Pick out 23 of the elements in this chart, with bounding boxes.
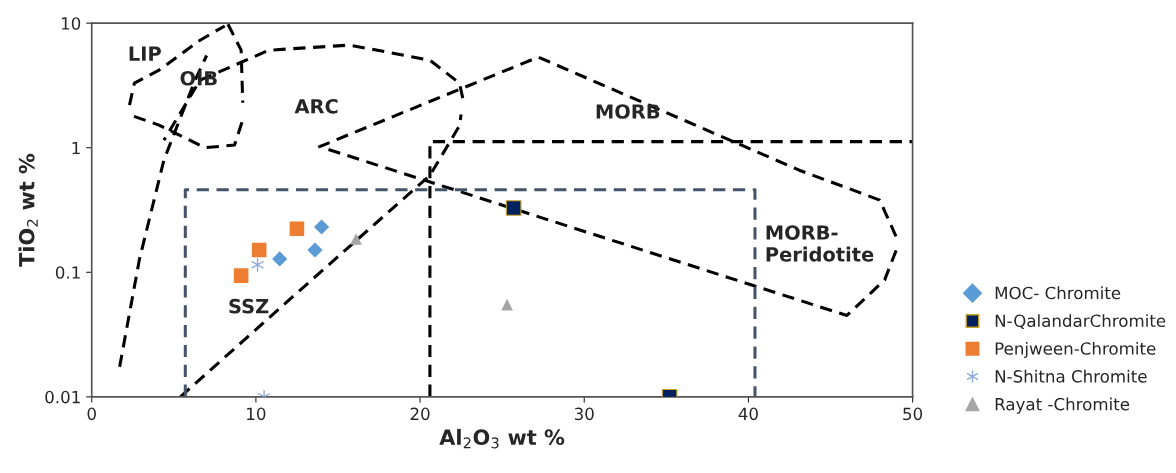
annotation: SSZ — [229, 298, 269, 314]
y-tick-label: 1 — [72, 141, 80, 155]
y-tick-label: 0.1 — [55, 266, 80, 279]
x-tick-label: 40 — [738, 407, 758, 421]
annotation: OIB — [180, 70, 217, 86]
legend-label: N-Shitna Chromite — [995, 369, 1147, 383]
legend-label: MOC- Chromite — [995, 286, 1121, 300]
annotation: MORB- Peridotite — [766, 225, 874, 262]
annotation: LIP — [129, 46, 161, 61]
annotation: ARC — [294, 98, 338, 114]
x-tick-label: 10 — [247, 407, 266, 421]
y-axis-title: TiO$_{2}$ wt % — [18, 153, 38, 267]
legend-label: Rayat -Chromite — [995, 397, 1130, 414]
x-tick-label: 0 — [87, 407, 96, 421]
x-tick-label: 30 — [574, 407, 594, 421]
legend-label: Penjween-Chromite — [995, 341, 1156, 359]
legend-label: N-QalandarChromite — [995, 314, 1166, 329]
y-tick-label: 10 — [61, 17, 81, 30]
annotation: MORB — [596, 104, 660, 119]
y-tick-label: 0.01 — [45, 390, 80, 404]
x-tick-label: 50 — [903, 407, 923, 421]
x-tick-label: 20 — [410, 407, 430, 421]
x-axis-title: Al$_{2}$O$_{3}$ wt % — [439, 428, 565, 449]
